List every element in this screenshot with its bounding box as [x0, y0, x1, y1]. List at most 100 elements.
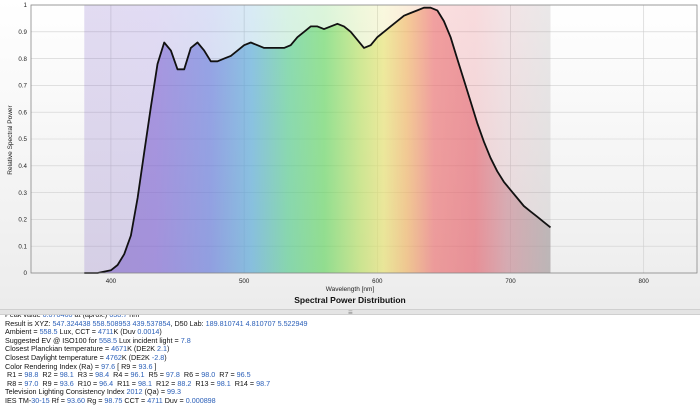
info-label: R1 = — [5, 370, 25, 380]
info-value: 96.1 — [130, 370, 145, 380]
info-label: R10 = — [73, 378, 100, 388]
y-tick-label: 0 — [24, 270, 28, 277]
info-line: Result is XYZ: 547.324438 558.508953 439… — [5, 318, 308, 328]
info-label: Color Rendering Index (Ra) = — [5, 361, 102, 371]
info-label: R6 = — [179, 370, 202, 380]
x-tick-label: 800 — [639, 278, 650, 285]
info-line: Peak value 0.070460 at (aprox.) 638.7 nm — [5, 315, 139, 319]
y-tick-label: 0.2 — [18, 217, 27, 224]
info-label: Ambient = — [5, 327, 40, 337]
info-value: 4711 — [97, 327, 114, 337]
spectral-chart-pane: 0 0.1 0.2 0.3 0.4 0.5 0.6 0.7 0.8 0.9 1 400 500 600 70… — [0, 0, 700, 309]
info-value: 0.0014 — [137, 327, 160, 337]
info-label: Lux, CCT = — [57, 327, 98, 337]
info-label: K (DE2K — [121, 353, 152, 362]
info-value: 96.4 — [99, 378, 114, 388]
info-line: Closest Planckian temperature = 4671K (D… — [5, 345, 169, 353]
info-label: R14 = — [230, 378, 257, 388]
info-value: 98.4 — [95, 370, 110, 380]
x-tick-label: 700 — [505, 278, 516, 285]
info-value: 98.1 — [216, 378, 231, 388]
info-value: 98.8 — [24, 370, 39, 380]
info-value: 96.5 — [236, 370, 251, 380]
info-label: R9 = — [38, 378, 60, 388]
info-label: K (DE2K — [127, 344, 158, 354]
tick-labels: 0 0.1 0.2 0.3 0.4 0.5 0.6 0.7 0.8 0.9 1 400 500 600 70… — [18, 2, 649, 285]
x-tick-label: 600 — [372, 278, 383, 285]
measurement-info-panel: Peak value 0.070460 at (aprox.) 638.7 nm… — [0, 315, 700, 406]
info-label: [ R9 = — [115, 361, 139, 371]
y-tick-label: 0.7 — [18, 83, 27, 90]
info-value: 98.1 — [59, 370, 74, 380]
axes — [30, 4, 698, 274]
info-value: 547.324438 558.508953 439.537854 — [52, 318, 171, 328]
info-value: 93.60 — [67, 396, 86, 405]
info-value: 0.000898 — [185, 396, 216, 405]
info-line: Ambient = 558.5 Lux, CCT = 4711K (Duv 0.… — [5, 327, 162, 337]
info-label: R2 = — [38, 370, 60, 380]
info-label: R5 = — [144, 370, 166, 380]
info-value: 93.6 — [138, 361, 153, 371]
info-label: , D50 Lab: — [170, 318, 206, 328]
info-line: IES TM-30-15 Rf = 93.60 Rg = 98.75 CCT =… — [5, 396, 216, 405]
info-label: at (aprox.) — [73, 315, 110, 319]
info-label: ] — [152, 361, 157, 371]
info-line: Closest Daylight temperature = 4762K (DE… — [5, 353, 167, 362]
y-tick-label: 0.8 — [18, 56, 27, 63]
y-tick-label: 0.1 — [18, 243, 27, 250]
info-value: 98.0 — [201, 370, 216, 380]
info-label: Rf = — [49, 396, 68, 405]
info-label: Duv = — [162, 396, 186, 405]
info-label: Rg = — [85, 396, 105, 405]
info-label: ) — [159, 327, 162, 337]
info-value: 88.2 — [177, 378, 192, 388]
info-value: 97.6 — [101, 361, 116, 371]
info-label: K (Duv — [113, 327, 138, 337]
spectrum-area — [84, 7, 551, 273]
chart-title: Spectral Power Distribution — [294, 295, 405, 305]
info-value: 98.7 — [256, 378, 271, 388]
info-value: -2.8 — [151, 353, 165, 362]
info-value: 0.070460 — [43, 315, 73, 319]
info-label: Closest Daylight temperature = — [5, 353, 106, 362]
info-value: 7.8 — [180, 335, 191, 345]
info-label: R12 = — [151, 378, 178, 388]
info-value: 558.5 — [99, 335, 117, 345]
info-value: 93.6 — [59, 378, 74, 388]
info-label: Suggested EV @ ISO100 for — [5, 335, 99, 345]
info-label: Television Lighting Consistency Index — [5, 387, 127, 397]
info-value: 4762 — [105, 353, 122, 362]
info-label: nm — [127, 315, 139, 319]
info-value: 2.1 — [157, 344, 168, 354]
info-label: R8 = — [5, 378, 25, 388]
info-label: Closest Planckian temperature = — [5, 344, 112, 354]
info-line: R8 = 97.0 R9 = 93.6 R10 = 96.4 R11 = 98.… — [5, 378, 271, 388]
info-label: Lux incident light = — [117, 335, 181, 345]
info-value: 99.3 — [167, 387, 182, 397]
info-label: CCT = — [122, 396, 148, 405]
info-line: Television Lighting Consistency Index 20… — [5, 388, 181, 396]
x-axis-label: Wavelength [nm] — [326, 286, 375, 293]
y-tick-label: 1 — [24, 2, 28, 9]
spectrum-curve — [84, 6, 552, 274]
x-tick-label: 500 — [239, 278, 250, 285]
y-tick-label: 0.6 — [18, 109, 27, 116]
info-label: R4 = — [109, 370, 131, 380]
splitter-grip-icon[interactable]: ≡ — [348, 308, 353, 317]
info-value: 638.7 — [109, 315, 127, 319]
info-label: Peak value — [5, 315, 43, 319]
y-tick-label: 0.4 — [18, 163, 27, 170]
info-label: IES TM- — [5, 396, 32, 405]
info-value: 97.8 — [165, 370, 180, 380]
info-label: Result is XYZ: — [5, 318, 53, 328]
info-line: Color Rendering Index (Ra) = 97.6 [ R9 =… — [5, 361, 157, 371]
info-value: 2012 — [126, 387, 143, 397]
info-value: 189.810741 4.810707 5.522949 — [205, 318, 308, 328]
y-tick-label: 0.3 — [18, 190, 27, 197]
pane-splitter[interactable]: ≡ — [0, 308, 700, 317]
info-label: R3 = — [73, 370, 96, 380]
info-value: 558.5 — [39, 327, 58, 337]
info-line: Suggested EV @ ISO100 for 558.5 Lux inci… — [5, 335, 191, 345]
y-tick-label: 0.9 — [18, 29, 27, 36]
info-label: R13 = — [191, 378, 217, 388]
